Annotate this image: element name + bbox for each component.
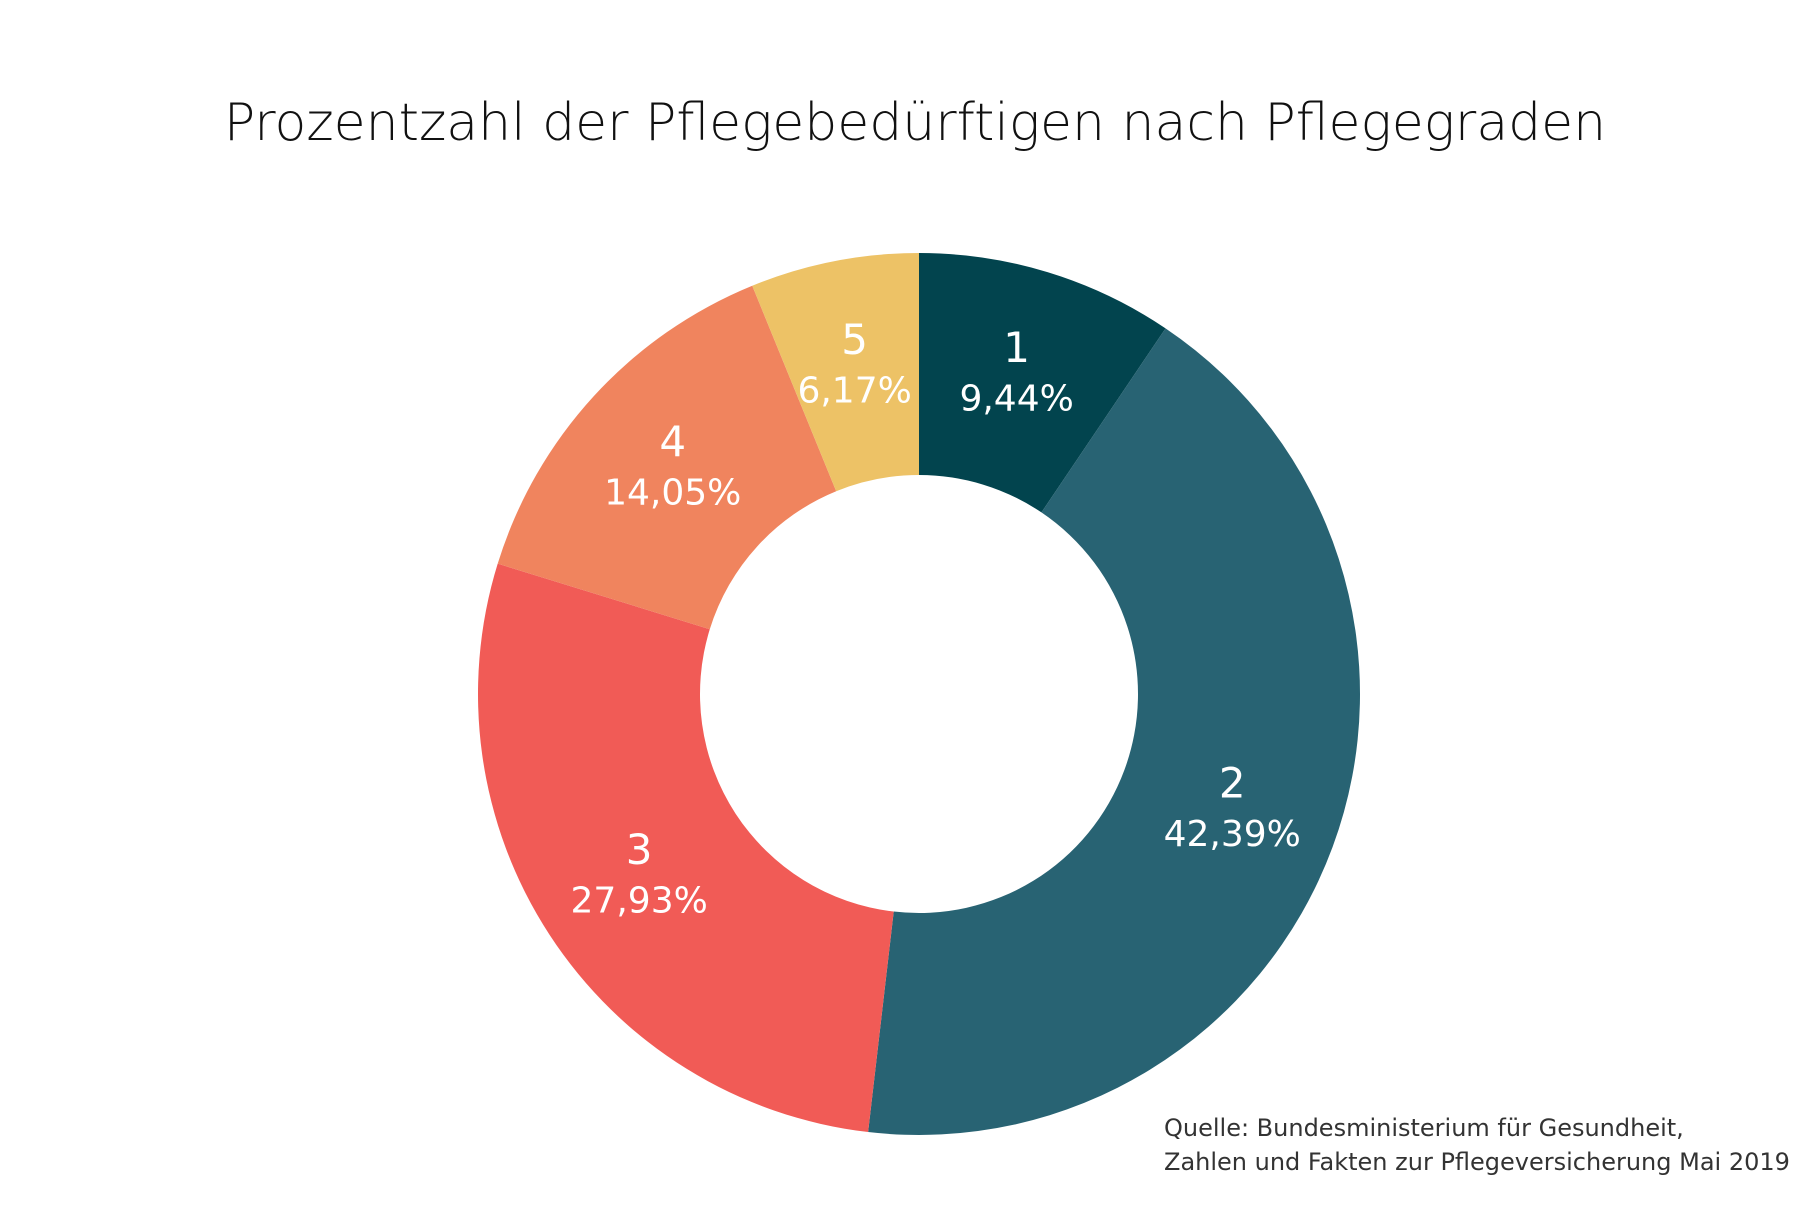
donut-slice xyxy=(478,563,894,1133)
source-line: Zahlen und Fakten zur Pflegeversicherung… xyxy=(1164,1148,1790,1176)
donut-slice xyxy=(497,285,837,630)
donut-slice xyxy=(752,253,919,492)
slice-category: 1 xyxy=(1003,323,1030,372)
slice-value-label: 9,44% xyxy=(959,379,1073,420)
slice-category: 5 xyxy=(841,315,868,364)
donut-slice xyxy=(868,328,1361,1135)
slice-category: 3 xyxy=(626,825,653,874)
donut-slice xyxy=(919,253,1166,513)
slice-value-label: 14,05% xyxy=(604,472,741,513)
slice-category: 2 xyxy=(1219,758,1246,807)
slice-value-label: 6,17% xyxy=(797,370,911,411)
chart-title: Prozentzahl der Pflegebedürftigen nach P… xyxy=(224,93,1606,153)
slice-category: 4 xyxy=(659,417,686,466)
source-line: Quelle: Bundesministerium für Gesundheit… xyxy=(1164,1114,1684,1142)
slice-value-label: 42,39% xyxy=(1164,814,1301,855)
slice-value-label: 27,93% xyxy=(571,880,708,921)
